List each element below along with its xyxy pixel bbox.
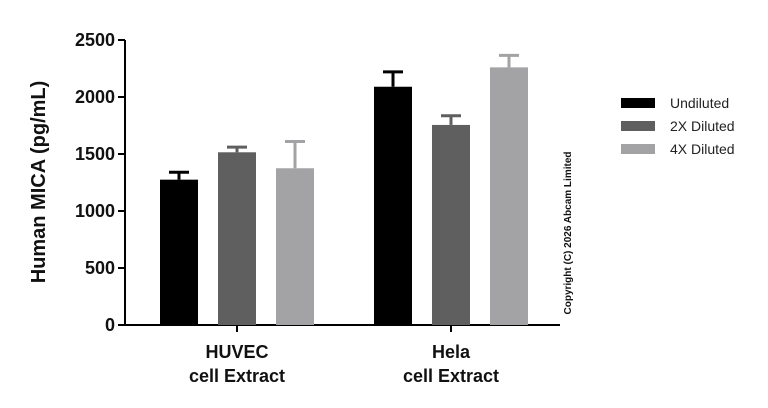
legend-label: Undiluted — [670, 95, 729, 111]
y-tick-label: 0 — [105, 315, 115, 335]
y-axis: 0 500 1000 1500 2000 2500 — [75, 30, 126, 335]
legend-label: 2X Diluted — [670, 118, 735, 134]
y-tick-label: 2500 — [75, 30, 115, 50]
x-axis: HUVEC cell Extract Hela cell Extract — [125, 324, 560, 386]
bar — [374, 86, 412, 326]
bar — [218, 152, 256, 325]
legend-swatch — [621, 121, 655, 131]
x-tick-label: HUVEC — [205, 342, 268, 362]
x-tick-label: Hela — [432, 342, 471, 362]
y-tick-label: 1500 — [75, 144, 115, 164]
legend: Undiluted 2X Diluted 4X Diluted — [621, 95, 735, 157]
x-tick-label-line2: cell Extract — [189, 366, 285, 386]
bar — [490, 67, 528, 326]
bars-group — [160, 53, 528, 326]
legend-swatch — [621, 98, 655, 108]
x-tick-label-line2: cell Extract — [403, 366, 499, 386]
y-tick-label: 2000 — [75, 87, 115, 107]
bar — [432, 124, 470, 326]
y-axis-label: Human MICA (pg/mL) — [28, 81, 50, 284]
y-tick-label: 1000 — [75, 201, 115, 221]
y-tick-label: 500 — [85, 258, 115, 278]
bar — [160, 179, 198, 325]
bar — [276, 168, 314, 325]
legend-swatch — [621, 144, 655, 154]
legend-label: 4X Diluted — [670, 141, 735, 157]
copyright-text: Copyright (C) 2026 Abcam Limited — [563, 152, 574, 315]
